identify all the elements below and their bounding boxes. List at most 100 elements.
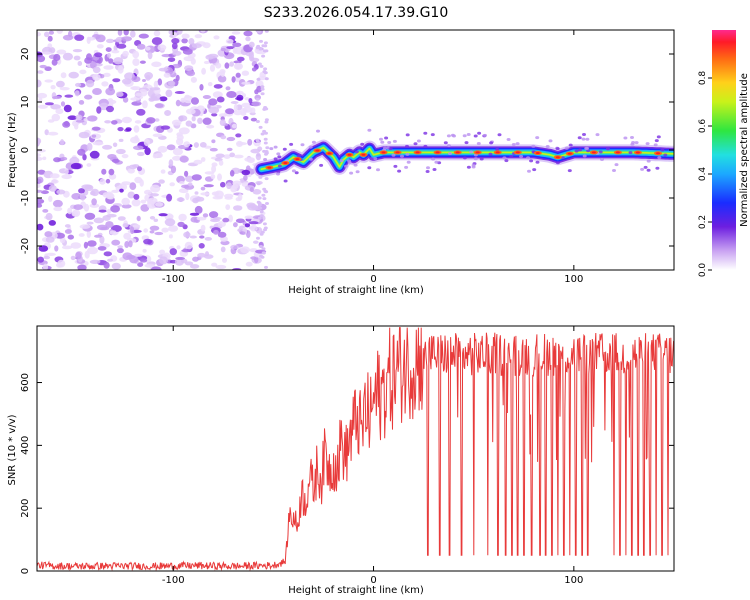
- snr-y-tick-label: 400: [20, 436, 31, 455]
- track-hotspot-core: [381, 151, 386, 154]
- spectrogram-y-tick-label: 20: [20, 48, 31, 61]
- noise-blob: [226, 91, 237, 98]
- noise-blob: [103, 251, 113, 257]
- noise-blob: [220, 70, 225, 77]
- track-speck: [600, 158, 604, 161]
- noise-blob: [249, 187, 254, 193]
- track-hotspot-core: [615, 151, 620, 154]
- noise-blob: [235, 218, 245, 224]
- noise-blob: [213, 217, 222, 220]
- track-speck: [316, 129, 320, 133]
- noise-blob: [86, 221, 94, 225]
- noise-blob: [84, 212, 96, 220]
- noise-blob: [191, 174, 202, 181]
- noise-blob: [194, 191, 199, 195]
- noise-blob: [248, 41, 255, 48]
- noise-blob: [85, 79, 95, 88]
- noise-blob: [62, 52, 73, 61]
- noise-blob: [233, 222, 238, 228]
- noise-blob: [244, 223, 251, 228]
- noise-blob: [121, 197, 130, 206]
- noise-blob: [172, 50, 182, 56]
- noise-blob: [181, 33, 190, 39]
- track-speck: [646, 159, 651, 163]
- track-speck: [598, 150, 603, 154]
- noise-blob: [200, 157, 206, 162]
- track-speck: [308, 157, 313, 161]
- track-speck: [434, 160, 439, 164]
- noise-blob: [37, 176, 44, 184]
- noise-blob: [51, 113, 61, 122]
- noise-blob: [71, 193, 82, 200]
- noise-blob: [84, 250, 90, 259]
- track-speck: [277, 164, 282, 168]
- noise-blob: [189, 212, 200, 216]
- noise-blob: [139, 60, 146, 64]
- noise-blob: [119, 188, 124, 193]
- noise-blob: [143, 139, 151, 147]
- track-speck: [628, 151, 633, 155]
- noise-blob: [218, 160, 224, 166]
- noise-blob: [121, 36, 132, 42]
- noise-blob: [203, 60, 210, 65]
- noise-blob: [130, 97, 141, 101]
- noise-blob: [236, 142, 248, 146]
- noise-blob: [103, 261, 110, 269]
- track-speck: [356, 146, 361, 150]
- noise-blob: [211, 165, 217, 173]
- noise-blob: [259, 214, 264, 218]
- noise-blob: [37, 256, 44, 263]
- noise-blob: [153, 80, 159, 89]
- noise-blob: [229, 152, 236, 158]
- track-speck: [452, 134, 456, 138]
- noise-blob: [168, 234, 173, 239]
- noise-blob: [70, 255, 76, 261]
- track-speck: [535, 160, 540, 164]
- noise-blob: [92, 141, 104, 146]
- noise-blob: [265, 146, 270, 150]
- noise-blob: [68, 71, 79, 79]
- noise-blob: [151, 266, 162, 270]
- noise-blob: [226, 136, 236, 142]
- track-speck: [319, 163, 324, 167]
- track-speck: [531, 144, 536, 148]
- noise-blob: [96, 44, 104, 49]
- noise-blob: [77, 61, 83, 66]
- noise-blob: [256, 77, 261, 81]
- noise-blob: [241, 169, 251, 176]
- noise-blob: [134, 253, 143, 257]
- noise-blob: [136, 108, 146, 116]
- track-speck: [585, 137, 590, 141]
- noise-blob: [190, 58, 196, 65]
- noise-blob: [73, 55, 81, 61]
- track-speck: [605, 147, 610, 151]
- noise-blob: [106, 105, 114, 113]
- noise-blob: [245, 36, 251, 42]
- noise-blob: [64, 229, 72, 234]
- track-speck: [660, 148, 665, 152]
- noise-blob: [103, 65, 114, 70]
- noise-blob: [241, 70, 250, 76]
- noise-blob: [259, 245, 263, 248]
- noise-blob: [89, 150, 100, 159]
- noise-blob: [127, 168, 135, 174]
- noise-blob: [264, 131, 268, 135]
- track-speck: [405, 152, 410, 156]
- noise-blob: [213, 84, 223, 89]
- noise-blob: [79, 224, 91, 229]
- noise-blob: [45, 212, 53, 221]
- noise-blob: [147, 89, 156, 98]
- noise-blob: [239, 231, 246, 235]
- track-speck: [423, 131, 428, 135]
- track-speck: [527, 169, 531, 173]
- track-speck: [376, 168, 380, 172]
- noise-blob: [107, 193, 115, 200]
- noise-blob: [204, 237, 212, 241]
- noise-blob: [250, 148, 261, 154]
- noise-blob: [262, 197, 267, 201]
- track-speck: [469, 150, 474, 154]
- noise-blob: [205, 251, 209, 257]
- noise-blob: [146, 117, 156, 124]
- noise-blob: [112, 78, 121, 83]
- noise-blob: [94, 52, 103, 58]
